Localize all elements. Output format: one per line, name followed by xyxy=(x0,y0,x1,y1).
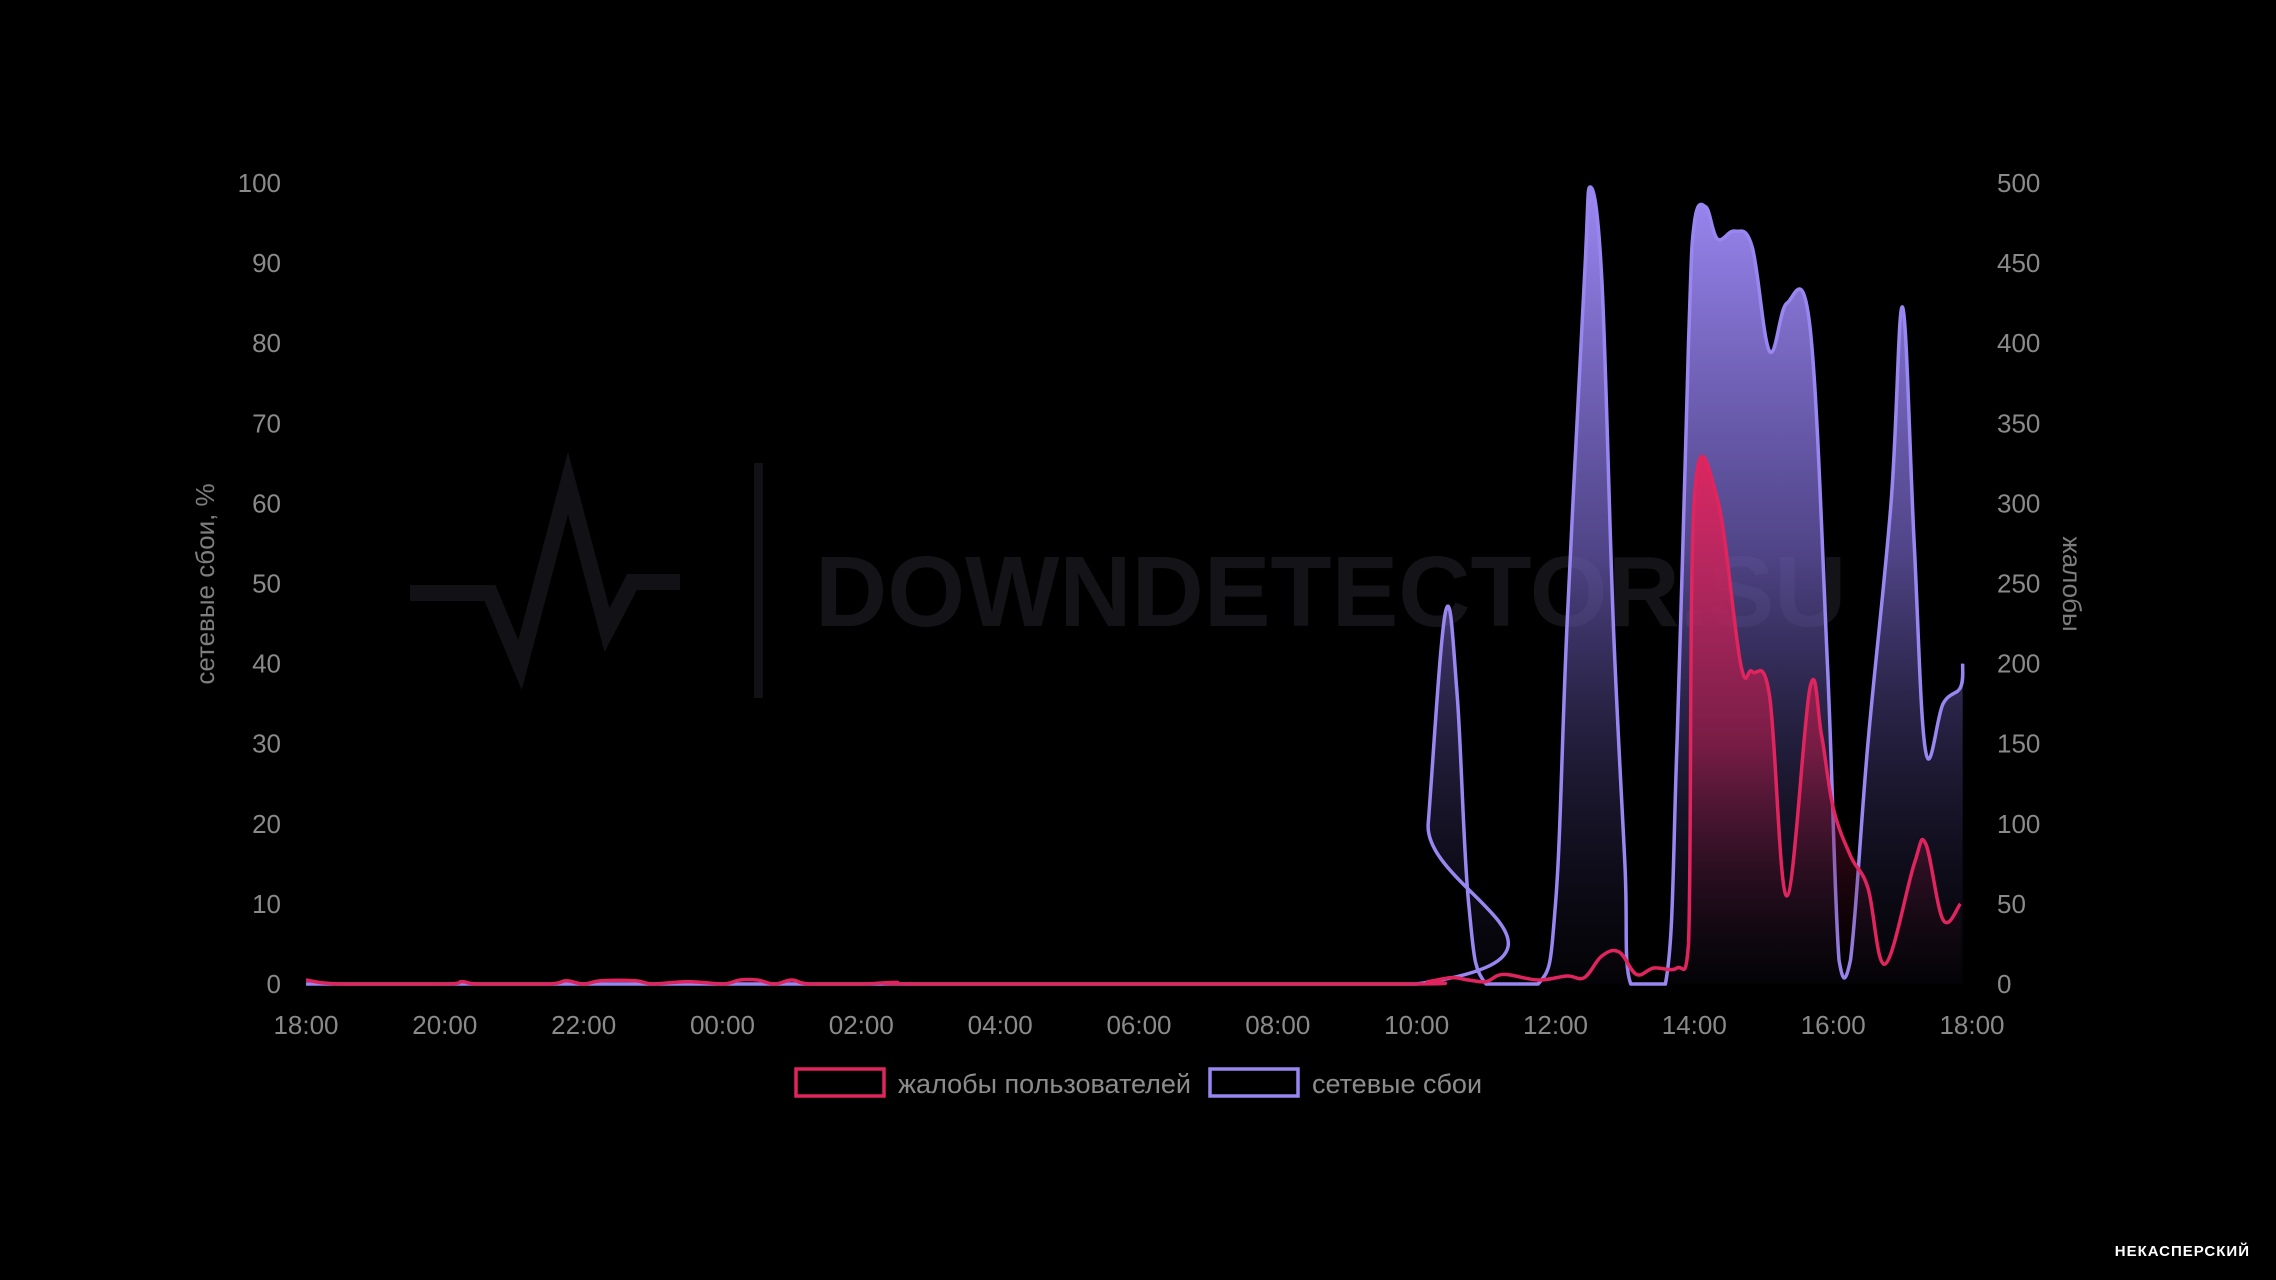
y-right-tick-label: 0 xyxy=(1997,969,2011,999)
y-right-tick-label: 350 xyxy=(1997,408,2040,438)
series-layer xyxy=(305,185,1965,986)
x-tick-label: 18:00 xyxy=(273,1010,338,1040)
y-left-tick-label: 0 xyxy=(267,969,281,999)
axes: сетевые сбои, % жалобы xyxy=(190,483,2087,684)
y-left-tick-label: 40 xyxy=(252,649,281,679)
watermark: DOWNDETECTOR.SU xyxy=(410,451,1847,698)
legend-swatch-complaints xyxy=(794,1067,886,1098)
watermark-divider xyxy=(754,463,763,698)
y-right-tick-label: 100 xyxy=(1997,809,2040,839)
x-tick-label: 20:00 xyxy=(412,1010,477,1040)
x-tick-label: 18:00 xyxy=(1939,1010,2004,1040)
series-line-1 xyxy=(305,185,1965,986)
y-left-tick-label: 30 xyxy=(252,729,281,759)
pulse-logo-icon xyxy=(410,451,680,690)
y-right-tick-label: 300 xyxy=(1997,488,2040,518)
legend-label-complaints: жалобы пользователей xyxy=(898,1069,1191,1099)
y-right-tick-label: 250 xyxy=(1997,569,2040,599)
y-right-tick-label: 500 xyxy=(1997,168,2040,198)
y-right-tick-label: 450 xyxy=(1997,248,2040,278)
series-line-0 xyxy=(305,454,1962,986)
y-right-tick-label: 400 xyxy=(1997,328,2040,358)
y-left-tick-label: 100 xyxy=(238,168,281,198)
x-tick-label: 14:00 xyxy=(1662,1010,1727,1040)
x-tick-label: 08:00 xyxy=(1245,1010,1310,1040)
x-tick-label: 12:00 xyxy=(1523,1010,1588,1040)
x-tick-label: 16:00 xyxy=(1801,1010,1866,1040)
x-tick-label: 02:00 xyxy=(829,1010,894,1040)
brand-logo: НЕКАСПЕРСКИЙ xyxy=(2114,1243,2250,1260)
series-area-0 xyxy=(306,456,1961,984)
y-right-tick-label: 150 xyxy=(1997,729,2040,759)
x-tick-label: 04:00 xyxy=(968,1010,1033,1040)
y-left-tick-label: 20 xyxy=(252,809,281,839)
y-right-tick-label: 200 xyxy=(1997,649,2040,679)
x-tick-label: 10:00 xyxy=(1384,1010,1449,1040)
y-left-tick-label: 70 xyxy=(252,408,281,438)
legend: жалобы пользователей сетевые сбои xyxy=(794,1067,1482,1099)
y-right-title: жалобы xyxy=(2057,536,2087,631)
y-left-tick-label: 50 xyxy=(252,569,281,599)
watermark-text: DOWNDETECTOR.SU xyxy=(815,536,1847,648)
y-left-tick-label: 90 xyxy=(252,248,281,278)
y-left-tick-label: 60 xyxy=(252,488,281,518)
ticks-layer: 18:00 20:00 22:00 00:00 02:00 04:00 06:00 08:00… xyxy=(238,168,2041,1040)
legend-item-failures[interactable]: сетевые сбои xyxy=(1208,1067,1482,1099)
y-left-tick-label: 80 xyxy=(252,328,281,358)
legend-item-complaints[interactable]: жалобы пользователей xyxy=(794,1067,1191,1099)
y-left-tick-label: 10 xyxy=(252,889,281,919)
legend-label-failures: сетевые сбои xyxy=(1312,1069,1482,1099)
y-right-tick-label: 50 xyxy=(1997,889,2026,919)
x-tick-label: 00:00 xyxy=(690,1010,755,1040)
y-left-title: сетевые сбои, % xyxy=(190,483,220,684)
x-tick-label: 22:00 xyxy=(551,1010,616,1040)
legend-swatch-failures xyxy=(1208,1067,1300,1098)
x-tick-label: 06:00 xyxy=(1106,1010,1171,1040)
